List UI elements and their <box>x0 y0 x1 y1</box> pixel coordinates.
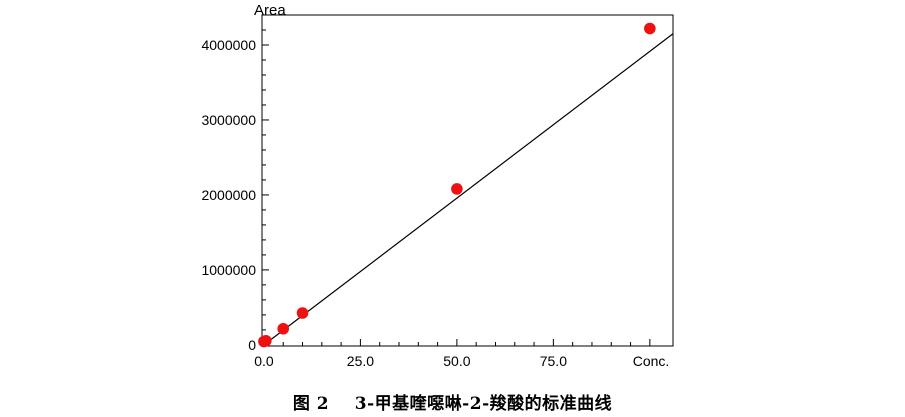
figure-caption: 图 2 3-甲基喹噁啉-2-羧酸的标准曲线 <box>0 389 905 414</box>
x-tick-label: 75.0 <box>540 353 567 369</box>
regression-line <box>263 33 674 346</box>
y-axis: 0 1000000 2000000 3000000 4000000 <box>201 29 269 353</box>
y-tick-label: 0 <box>248 337 256 353</box>
figure-number: 图 2 <box>292 394 330 414</box>
y-tick-label: 2000000 <box>201 187 256 203</box>
x-tick-label: 25.0 <box>347 353 374 369</box>
y-tick-label: 4000000 <box>201 37 256 53</box>
x-tick-label: 0.0 <box>254 353 274 369</box>
data-point <box>277 322 290 335</box>
plot-area <box>261 14 674 347</box>
data-points <box>258 22 656 348</box>
data-point <box>260 334 272 347</box>
data-point <box>644 22 656 35</box>
x-axis: 0.0 25.0 50.0 75.0 <box>254 339 651 369</box>
y-axis-title: Area <box>254 2 286 19</box>
x-tick-label: 50.0 <box>443 353 470 369</box>
x-axis-title: Conc. <box>633 353 670 369</box>
calibration-chart: 0.0 25.0 50.0 75.0 0 1000000 2000000 3000000 40… <box>201 2 674 369</box>
figure-title: 3-甲基喹噁啉-2-羧酸的标准曲线 <box>354 394 613 414</box>
y-tick-label: 1000000 <box>201 262 256 278</box>
y-tick-label: 3000000 <box>201 112 256 128</box>
data-point <box>296 307 309 319</box>
data-point <box>451 183 463 195</box>
